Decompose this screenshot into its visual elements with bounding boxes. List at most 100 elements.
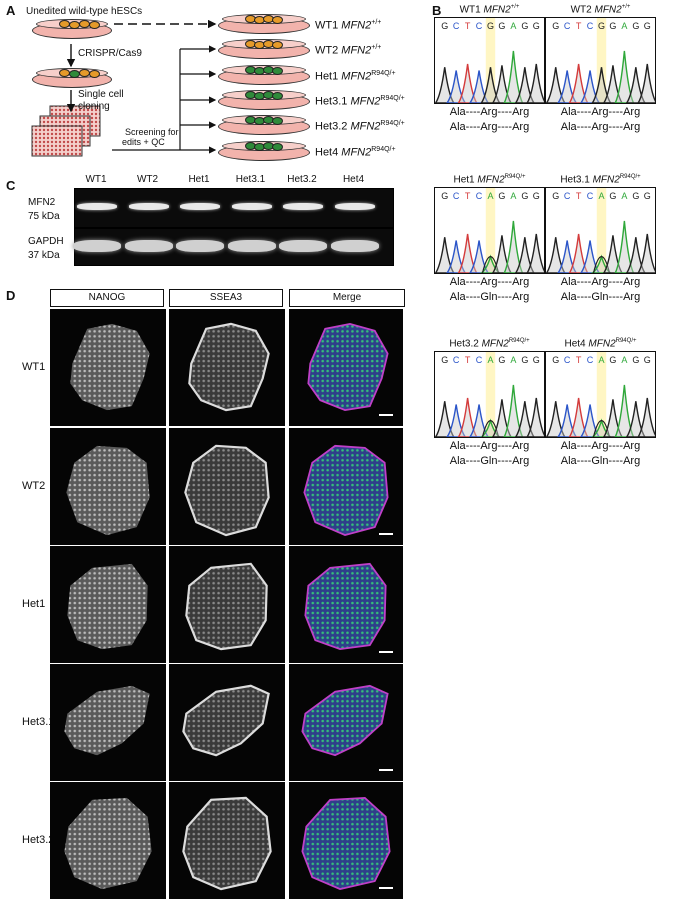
base-call: C (476, 355, 483, 365)
gapdh-label: GAPDH (28, 236, 64, 247)
panel-letter-c: C (6, 178, 16, 193)
base-call: G (441, 355, 448, 365)
mutation-highlight (596, 352, 607, 437)
base-call: A (510, 21, 516, 31)
base-call: A (621, 21, 627, 31)
clone-label-genotype: R94Q/+ (380, 94, 405, 102)
base-call: G (609, 355, 616, 365)
gapdh-band (330, 240, 379, 252)
colony (182, 684, 270, 757)
clone-label-gene: MFN2 (341, 44, 372, 57)
colony-shape (64, 685, 150, 756)
clone-label-genotype: R94Q/+ (371, 69, 396, 77)
colony (301, 796, 391, 891)
trace-peak (637, 63, 655, 103)
clone-cells (245, 141, 285, 151)
colony (67, 563, 148, 650)
colony (301, 684, 389, 757)
cell-icon (272, 66, 283, 75)
trace-title-gene: MFN2 (588, 338, 616, 350)
trace-title-name: WT1 (459, 4, 484, 16)
clone-dish-wt1: WT1 MFN2+/+ (218, 14, 381, 34)
edited-dish (32, 68, 112, 88)
trace-peak (435, 237, 455, 273)
cell-icon (272, 117, 283, 126)
panel-letter-b: B (432, 3, 442, 18)
base-call: A (598, 355, 604, 365)
base-call: A (510, 355, 516, 365)
base-call: C (564, 191, 571, 201)
trace-peak (491, 399, 512, 437)
trace-title-name: Het1 (453, 174, 478, 186)
base-call: C (453, 21, 460, 31)
base-call: G (533, 21, 540, 31)
gapdh-blot (73, 228, 394, 266)
base-call: G (521, 191, 528, 201)
trace-title: WT2 MFN2+/+ (545, 4, 656, 15)
row-label-het3-1: Het3.1 (22, 715, 55, 728)
mfn2-blot (74, 188, 394, 228)
trace-title-genotype: R94Q/+ (615, 338, 637, 344)
gapdh-band (279, 240, 327, 252)
trace-title-name: WT2 (570, 4, 595, 16)
colony (185, 562, 268, 651)
colony-shape (303, 444, 389, 537)
base-call: G (632, 355, 639, 365)
trace-peak (568, 63, 589, 103)
column-header-nanog: NANOG (50, 289, 164, 307)
trace-peak (637, 233, 655, 273)
trace-peak (491, 235, 512, 273)
clone-cells (245, 65, 285, 75)
gapdh-band (73, 240, 121, 252)
trace-title-genotype: +/+ (510, 4, 520, 10)
trace-peak (469, 404, 490, 437)
lane-label: WT2 (136, 174, 159, 185)
cell-icon (272, 142, 283, 151)
trace-peak (602, 399, 623, 437)
trace-peak (614, 50, 635, 103)
crispr-label: CRISPR/Cas9 (78, 48, 142, 59)
scale-bar (379, 533, 393, 535)
base-call: G (632, 21, 639, 31)
mutation-highlight (485, 188, 496, 273)
trace-peak (457, 233, 478, 273)
trace-title: Het3.1 MFN2R94Q/+ (545, 174, 656, 185)
clone-label-name: Het4 (315, 146, 342, 159)
96-well-plates (31, 105, 101, 157)
trace-title-genotype: R94Q/+ (508, 338, 530, 344)
lane-label: WT1 (85, 174, 107, 185)
clone-label: WT1 MFN2+/+ (315, 19, 381, 32)
secondary-peak (481, 420, 500, 437)
clone-cells (245, 90, 285, 100)
trace-peak (514, 401, 535, 437)
protein-seq-allele1: Ala----Arg----Arg (560, 440, 641, 452)
trace-peak (526, 63, 544, 103)
clone-cells (245, 15, 285, 24)
base-call: C (453, 355, 460, 365)
micrograph-nanog-het3-2 (50, 782, 166, 899)
trace-peak (469, 240, 490, 273)
colony-shape (70, 323, 150, 411)
mutation-highlight (485, 352, 496, 437)
trace-peak (503, 220, 524, 273)
clone-label-name: Het3.2 (315, 120, 351, 133)
trace-peak (546, 67, 566, 103)
colony (182, 796, 272, 891)
trace-peak (446, 404, 467, 437)
column-header-ssea3: SSEA3 (169, 289, 283, 307)
trace-peak (514, 67, 535, 103)
base-call: C (453, 191, 460, 201)
gapdh-size: 37 kDa (28, 250, 60, 261)
trace-title-genotype: +/+ (621, 4, 631, 10)
base-call: G (644, 191, 651, 201)
trace-peak (602, 65, 623, 103)
base-call: A (510, 191, 516, 201)
trace-peak (526, 233, 544, 273)
clone-cells (245, 40, 285, 50)
row-label-wt2: WT2 (22, 479, 46, 492)
